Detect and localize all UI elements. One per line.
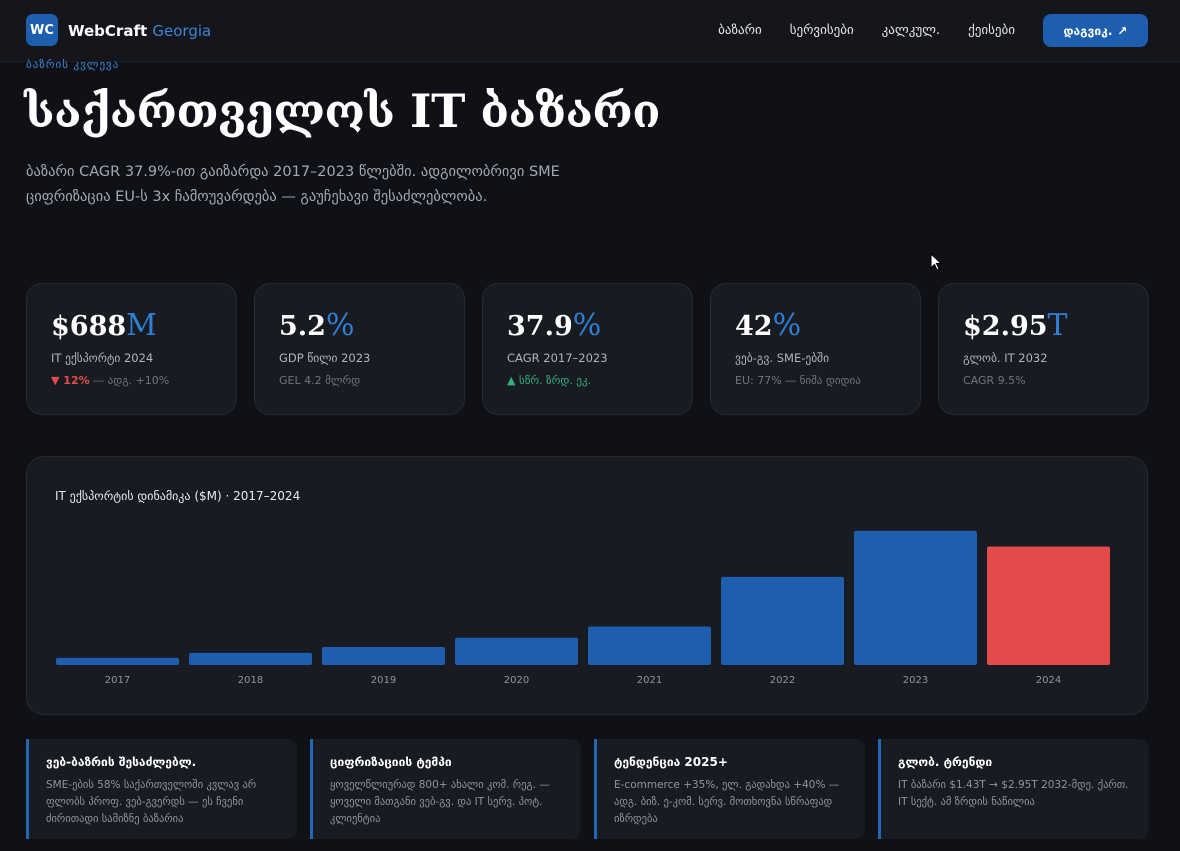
feature-text: ყოველწლიურად 800+ ახალი კომ. რეგ. — ყოვე… (330, 779, 550, 825)
bar-2020 (455, 637, 578, 665)
stat-value: 37.9% (507, 308, 602, 343)
nav-links: ბაზარი სერვისები კალკულ. ქეისები (718, 23, 1015, 38)
stat-value: $2.95T (963, 308, 1068, 343)
export-bar-chart: 2017 2018 2019 2020 2021 2022 2023 2024 (56, 530, 1110, 686)
feature-card: ციფრიზაციის ტემპი ყოველწლიურად 800+ ახალ… (310, 739, 581, 839)
page-title: საქართველოს IT ბაზარი (24, 84, 661, 138)
nav-link-services[interactable]: სერვისები (789, 23, 854, 38)
stat-value: 42% (735, 308, 802, 343)
stat-label: IT ექსპორტი 2024 (51, 351, 154, 365)
nav-link-market[interactable]: ბაზარი (718, 23, 762, 38)
tick-label-2018: 2018 (238, 675, 263, 686)
feature-title: ტენდენცია 2025+ (614, 755, 728, 769)
section-eyebrow: ბაზრის კვლევა (26, 58, 120, 71)
bar-2024 (987, 546, 1110, 665)
feature-title: ციფრიზაციის ტემპი (330, 755, 452, 769)
stat-note: EU: 77% — ნიშა დიდია (735, 374, 861, 387)
tick-label-2021: 2021 (637, 675, 662, 686)
stat-card-global-it: $2.95T გლობ. IT 2032 CAGR 9.5% (938, 283, 1149, 415)
tick-label-2022: 2022 (770, 675, 795, 686)
stat-note: ▼ 12% — ადგ. +10% (51, 374, 170, 387)
brand-main: WebCraft (68, 22, 148, 40)
top-nav: WC WebCraft Georgia ბაზარი სერვისები კალ… (0, 0, 1180, 62)
feature-text: SME-ების 58% საქართველოში კვლავ არ ფლობს… (46, 779, 257, 825)
export-chart-card: IT ექსპორტის დინამიკა ($M) · 2017–2024 2… (26, 456, 1148, 715)
feature-card: ვებ-ბაზრის შესაძლებლ. SME-ების 58% საქარ… (26, 739, 297, 839)
tick-label-2019: 2019 (371, 675, 396, 686)
bar-2021 (588, 626, 711, 665)
stat-label: CAGR 2017–2023 (507, 351, 608, 365)
feature-card: ტენდენცია 2025+ E-commerce +35%, ელ. გად… (594, 739, 865, 839)
feature-text: IT ბაზარი $1.43T → $2.95T 2032-მდე. ქართ… (898, 779, 1129, 808)
brand-accent: Georgia (152, 22, 212, 40)
stat-label: GDP წილი 2023 (279, 351, 371, 365)
logo-badge[interactable]: WC (26, 14, 58, 46)
chart-title: IT ექსპორტის დინამიკა ($M) · 2017–2024 (55, 489, 301, 503)
feature-card: გლობ. ტრენდი IT ბაზარი $1.43T → $2.95T 2… (878, 739, 1149, 839)
tick-label-2023: 2023 (903, 675, 928, 686)
stat-label: ვებ-გვ. SME-ებში (735, 351, 830, 365)
tick-label-2017: 2017 (105, 675, 130, 686)
nav-link-cases[interactable]: ქეისები (968, 23, 1015, 38)
nav-link-calculator[interactable]: კალკულ. (881, 23, 941, 38)
stat-card-gdp-share: 5.2% GDP წილი 2023 GEL 4.2 მლრდ (254, 283, 465, 415)
stat-note: ▲ სწრ. ზრდ. ეკ. (507, 374, 592, 387)
feature-text: E-commerce +35%, ელ. გადახდა +40% — ადგ.… (614, 779, 840, 825)
stat-card-cagr: 37.9% CAGR 2017–2023 ▲ სწრ. ზრდ. ეკ. (482, 283, 693, 415)
bar-2022 (721, 576, 844, 665)
bar-2023 (854, 530, 977, 665)
arrow-up-right-icon: ↗ (1117, 23, 1128, 38)
contact-button[interactable]: დაგვიკ. ↗ (1043, 14, 1148, 47)
bar-2018 (189, 652, 312, 665)
feature-title: გლობ. ტრენდი (898, 755, 993, 769)
mouse-cursor-icon (930, 253, 942, 271)
feature-title: ვებ-ბაზრის შესაძლებლ. (46, 755, 197, 769)
stat-value: 5.2% (279, 308, 355, 343)
bar-2017 (56, 657, 179, 665)
stat-note: CAGR 9.5% (963, 374, 1026, 387)
stat-note: GEL 4.2 მლრდ (279, 374, 361, 387)
hero-description: ბაზარი CAGR 37.9%-ით გაიზარდა 2017–2023 … (26, 164, 560, 205)
bar-2019 (322, 646, 445, 665)
contact-button-label: დაგვიკ. (1063, 23, 1113, 38)
stat-label: გლობ. IT 2032 (963, 351, 1048, 365)
feature-row: ვებ-ბაზრის შესაძლებლ. SME-ების 58% საქარ… (26, 739, 1149, 839)
stat-card-sme-websites: 42% ვებ-გვ. SME-ებში EU: 77% — ნიშა დიდი… (710, 283, 921, 415)
stat-value: $688M (51, 308, 157, 343)
stats-row: $688M IT ექსპორტი 2024 ▼ 12% — ადგ. +10%… (26, 283, 1149, 415)
tick-label-2024: 2024 (1036, 675, 1061, 686)
stat-card-it-export: $688M IT ექსპორტი 2024 ▼ 12% — ადგ. +10% (26, 283, 237, 415)
tick-label-2020: 2020 (504, 675, 529, 686)
brand-name[interactable]: WebCraft Georgia (68, 22, 211, 40)
